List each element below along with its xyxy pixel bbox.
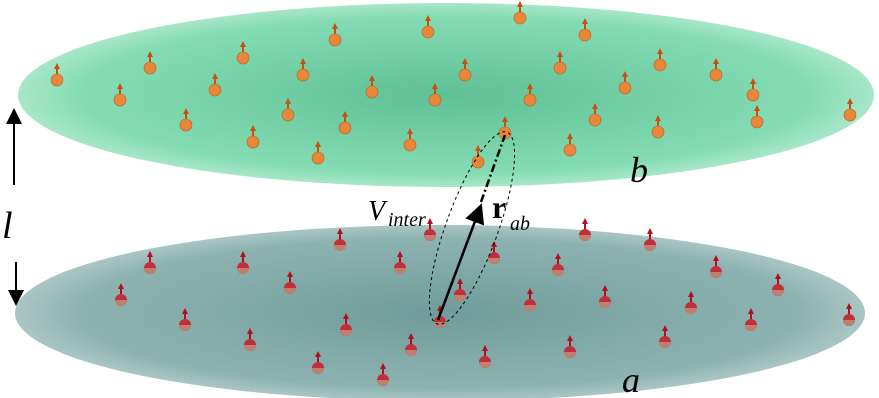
dipole-ball bbox=[472, 156, 484, 168]
dipole-ball bbox=[114, 94, 126, 106]
dipole-ball bbox=[619, 82, 631, 94]
r-subscript: ab bbox=[510, 213, 530, 235]
dipole-ball bbox=[514, 12, 526, 24]
dipole-ball bbox=[564, 144, 576, 156]
layer-b bbox=[18, 3, 874, 187]
dipole-ball bbox=[282, 109, 294, 121]
dipole-ball bbox=[579, 29, 591, 41]
dipole-ball bbox=[589, 114, 601, 126]
dipole-head bbox=[582, 218, 588, 224]
dipole-head bbox=[427, 218, 433, 224]
dipole-ball bbox=[459, 69, 471, 81]
dipole-ball bbox=[844, 109, 856, 121]
v-symbol: V bbox=[368, 196, 388, 227]
dipole-ball bbox=[237, 52, 249, 64]
dipole-ball bbox=[366, 86, 378, 98]
dipole-ball bbox=[404, 139, 416, 151]
dipole-ball bbox=[51, 74, 63, 86]
dipole-head bbox=[517, 1, 523, 7]
dipole-head bbox=[647, 228, 653, 234]
label-a: a bbox=[622, 360, 640, 398]
dipole-ball bbox=[247, 136, 259, 148]
dipole-ball bbox=[422, 26, 434, 38]
r-symbol: r bbox=[492, 189, 506, 225]
dipole-ball bbox=[339, 122, 351, 134]
dipole-ball bbox=[524, 94, 536, 106]
dipole-ball bbox=[652, 126, 664, 138]
diagram: l b a V inter r ab bbox=[0, 0, 879, 398]
dipole-ball bbox=[297, 69, 309, 81]
dipole-ball bbox=[180, 119, 192, 131]
page: l b a V inter r ab (() => { const data =… bbox=[0, 0, 879, 398]
dipole-ball bbox=[710, 69, 722, 81]
dipole-ball bbox=[144, 62, 156, 74]
dipole-ball bbox=[747, 89, 759, 101]
label-b: b bbox=[630, 150, 648, 190]
label-l: l bbox=[2, 205, 13, 247]
v-subscript: inter bbox=[388, 209, 426, 231]
dipole-ball bbox=[654, 59, 666, 71]
dipole-ball bbox=[312, 152, 324, 164]
dipole-ball bbox=[554, 62, 566, 74]
dipole-ball bbox=[329, 34, 341, 46]
dipole-ball bbox=[751, 116, 763, 128]
dipole-ball bbox=[429, 94, 441, 106]
dipole-ball bbox=[209, 84, 221, 96]
